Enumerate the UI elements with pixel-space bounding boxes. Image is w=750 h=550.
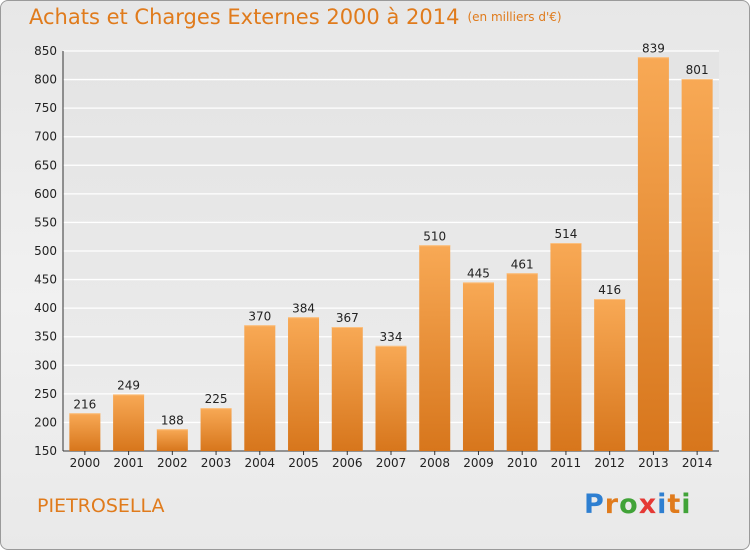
bar <box>200 408 232 451</box>
y-tick-label: 250 <box>34 387 57 401</box>
data-label: 367 <box>336 311 359 325</box>
x-tick-label: 2006 <box>332 456 363 470</box>
x-tick-label: 2014 <box>682 456 713 470</box>
y-tick-label: 350 <box>34 330 57 344</box>
logo-letter: i <box>681 489 692 520</box>
x-tick-label: 2007 <box>376 456 407 470</box>
x-tick-label: 2003 <box>201 456 232 470</box>
logo-letter: r <box>604 489 620 520</box>
chart-title: Achats et Charges Externes 2000 à 2014 (e… <box>29 5 562 29</box>
y-tick-label: 800 <box>34 73 57 87</box>
y-tick-label: 600 <box>34 187 57 201</box>
y-tick-label: 300 <box>34 358 57 372</box>
x-tick-label: 2009 <box>463 456 494 470</box>
x-tick-label: 2000 <box>70 456 101 470</box>
bar <box>637 57 669 452</box>
bar <box>113 394 145 451</box>
logo-letter: t <box>667 489 682 520</box>
place-name: PIETROSELLA <box>37 495 165 517</box>
logo-letter: o <box>619 489 639 520</box>
y-tick-label: 500 <box>34 244 57 258</box>
x-tick-label: 2004 <box>245 456 276 470</box>
bar <box>681 79 713 451</box>
bar <box>462 282 494 451</box>
data-label: 445 <box>467 266 490 280</box>
bar <box>594 299 626 451</box>
proxiti-logo: Proxiti <box>584 489 692 520</box>
x-tick-label: 2005 <box>288 456 319 470</box>
bar <box>419 245 451 451</box>
data-label: 384 <box>292 301 315 315</box>
y-tick-label: 750 <box>34 101 57 115</box>
data-label: 249 <box>117 378 140 392</box>
y-tick-label: 450 <box>34 273 57 287</box>
bar <box>156 429 188 451</box>
data-label: 188 <box>161 413 184 427</box>
y-tick-label: 850 <box>34 44 57 58</box>
y-tick-label: 400 <box>34 301 57 315</box>
x-tick-label: 2011 <box>551 456 582 470</box>
data-label: 801 <box>686 63 709 77</box>
y-tick-label: 550 <box>34 215 57 229</box>
bar <box>550 243 582 451</box>
data-label: 370 <box>248 309 271 323</box>
bar <box>288 317 320 451</box>
y-tick-label: 150 <box>34 444 57 458</box>
y-tick-label: 200 <box>34 415 57 429</box>
logo-letter: x <box>638 489 658 520</box>
data-label: 514 <box>554 227 577 241</box>
y-tick-label: 650 <box>34 158 57 172</box>
data-label: 416 <box>598 283 621 297</box>
logo-letter: i <box>657 489 668 520</box>
x-tick-label: 2010 <box>507 456 538 470</box>
unit-label: (en milliers d'€) <box>467 10 562 24</box>
bar <box>331 327 363 451</box>
data-label: 839 <box>642 41 665 55</box>
bar <box>506 273 538 451</box>
x-tick-label: 2001 <box>113 456 144 470</box>
bar <box>244 325 276 451</box>
y-tick-label: 700 <box>34 130 57 144</box>
data-label: 334 <box>380 330 403 344</box>
logo-letter: P <box>584 489 605 520</box>
x-tick-label: 2012 <box>594 456 625 470</box>
data-label: 216 <box>73 397 96 411</box>
title-text: Achats et Charges Externes 2000 à 2014 <box>29 5 460 29</box>
x-tick-label: 2002 <box>157 456 188 470</box>
bar <box>375 345 407 451</box>
x-tick-label: 2013 <box>638 456 669 470</box>
bar <box>69 413 101 451</box>
data-label: 510 <box>423 229 446 243</box>
data-label: 225 <box>205 392 228 406</box>
x-tick-label: 2008 <box>419 456 450 470</box>
data-label: 461 <box>511 257 534 271</box>
